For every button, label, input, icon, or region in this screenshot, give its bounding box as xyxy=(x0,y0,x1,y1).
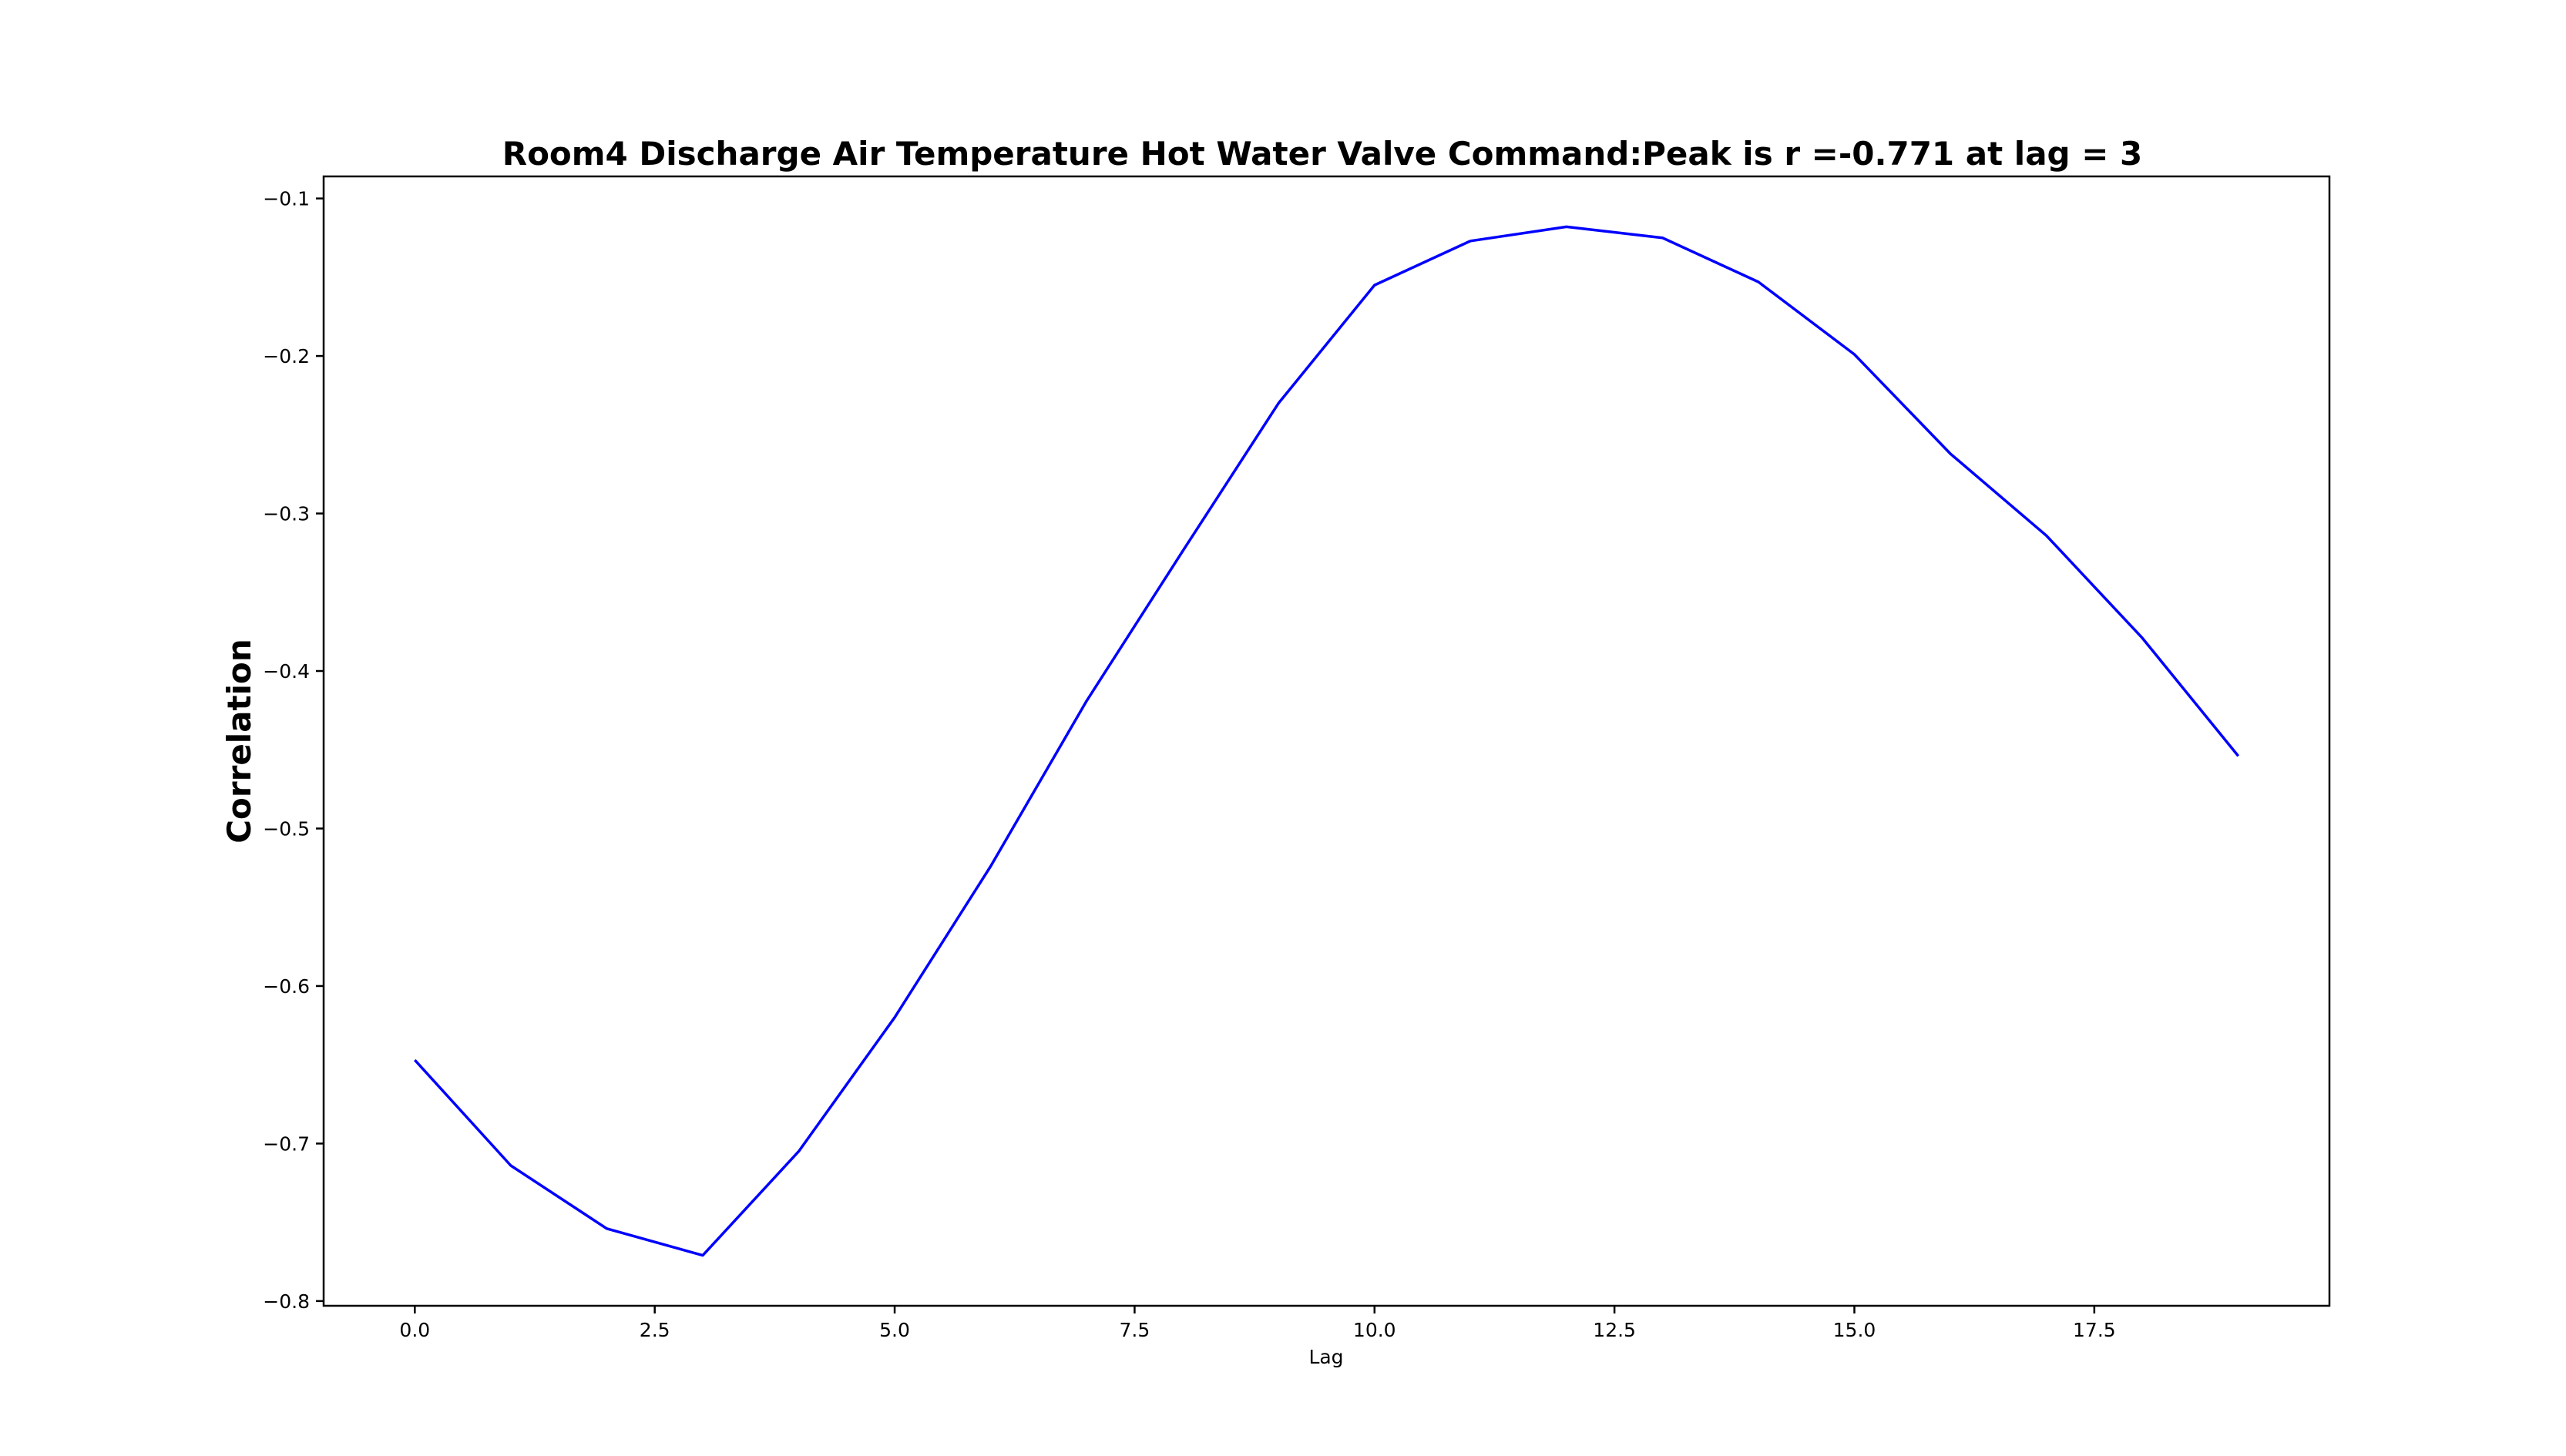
x-tick-label: 2.5 xyxy=(640,1319,670,1341)
plot-area-frame xyxy=(322,175,2331,1307)
series-layer xyxy=(414,225,2240,1257)
x-tick-label: 7.5 xyxy=(1120,1319,1150,1341)
y-axis-label: Correlation xyxy=(220,639,258,844)
x-tick-label: 10.0 xyxy=(1353,1319,1396,1341)
y-tick-label: −0.8 xyxy=(263,1290,310,1313)
y-tick-label: −0.2 xyxy=(263,345,310,367)
series-line-0 xyxy=(414,225,2240,1257)
y-tick-label: −0.4 xyxy=(263,660,310,683)
y-tick-label: −0.1 xyxy=(263,188,310,210)
y-tick-label: −0.3 xyxy=(263,503,310,525)
chart-title: Room4 Discharge Air Temperature Hot Wate… xyxy=(502,135,2143,173)
x-tick-label: 17.5 xyxy=(2073,1319,2116,1341)
x-axis-ticks: 0.0 2.5 5.0 7.5 10.0 12.5 15.0 17.5 xyxy=(399,1306,2116,1341)
x-tick-label: 15.0 xyxy=(1833,1319,1876,1341)
y-axis-ticks: −0.1 −0.2 −0.3 −0.4 −0.5 −0.6 −0.7 −0.8 xyxy=(263,188,324,1313)
y-tick-label: −0.7 xyxy=(263,1132,310,1155)
x-axis-label: Lag xyxy=(1308,1346,1343,1368)
x-tick-label: 5.0 xyxy=(879,1319,910,1341)
y-tick-label: −0.6 xyxy=(263,975,310,998)
y-tick-label: −0.5 xyxy=(263,817,310,840)
x-tick-label: 12.5 xyxy=(1593,1319,1636,1341)
x-tick-label: 0.0 xyxy=(399,1319,430,1341)
